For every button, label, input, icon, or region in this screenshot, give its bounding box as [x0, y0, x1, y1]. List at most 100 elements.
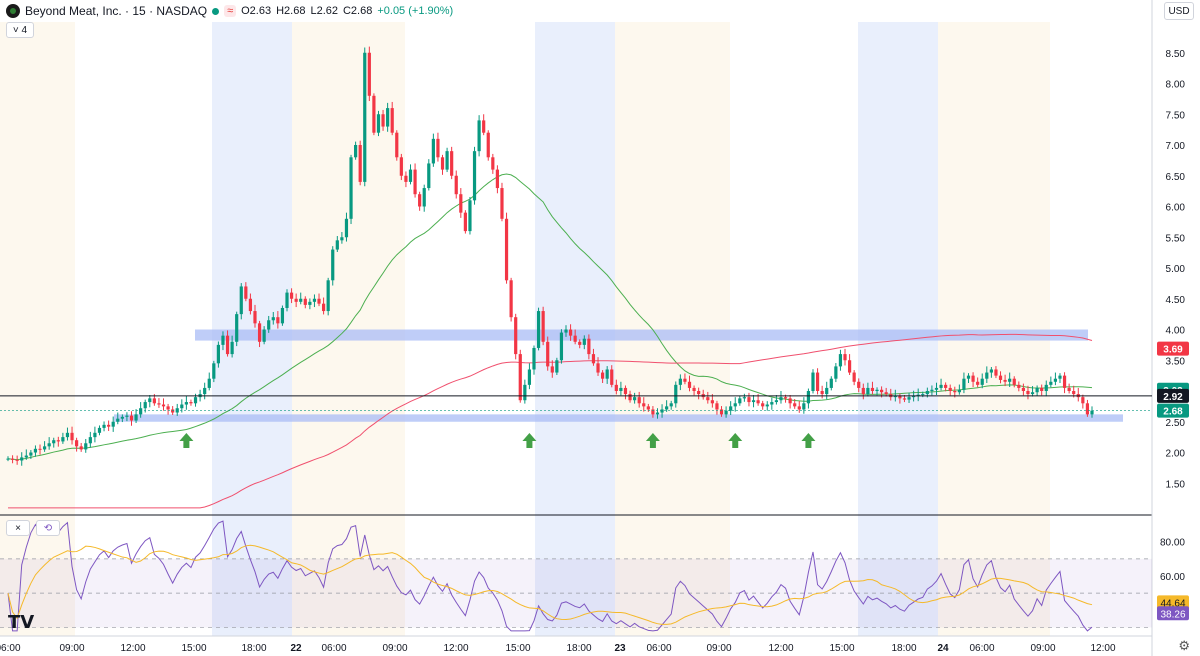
candle — [24, 449, 28, 460]
time-tick-label: 09:00 — [59, 643, 84, 654]
candle-body — [610, 369, 614, 385]
candle — [107, 420, 111, 431]
candle — [514, 313, 518, 360]
candle — [244, 282, 248, 302]
candle — [354, 141, 358, 160]
candle-body — [852, 372, 856, 382]
price-tick-label: 5.50 — [1166, 233, 1186, 244]
candle-body — [52, 440, 56, 444]
rsi-tick-label: 80.00 — [1160, 538, 1185, 549]
candle — [372, 93, 376, 136]
candle — [861, 383, 865, 400]
candle-body — [152, 398, 156, 404]
indicator-badge[interactable]: ≈ — [224, 5, 237, 17]
price-tick-label: 8.00 — [1166, 80, 1186, 91]
ma-long-label: 3.69 — [1163, 345, 1183, 356]
candle — [42, 441, 47, 452]
candle — [1085, 399, 1090, 417]
session-backgrounds — [0, 22, 1050, 636]
candle — [239, 283, 243, 320]
candle-body — [88, 437, 92, 444]
symbol-title[interactable]: Beyond Meat, Inc. · 15 · NASDAQ — [25, 4, 208, 18]
candle — [600, 370, 605, 384]
candle-body — [65, 432, 70, 438]
candle-body — [866, 387, 870, 395]
candle-body — [212, 363, 216, 379]
candle-body — [271, 317, 275, 321]
candle-body — [413, 169, 417, 195]
candle — [610, 365, 614, 388]
gear-icon[interactable]: ⚙ — [1178, 638, 1190, 653]
candle — [1040, 384, 1044, 396]
candle — [669, 400, 673, 410]
candle-body — [912, 395, 916, 398]
candle-body — [600, 372, 605, 379]
candle-body — [312, 298, 317, 302]
candle — [221, 331, 225, 351]
candle-body — [692, 387, 696, 391]
candle-body — [134, 414, 138, 421]
candle-body — [555, 360, 559, 373]
time-tick-label: 15:00 — [181, 643, 206, 654]
candle-body — [111, 421, 115, 427]
candle-body — [10, 458, 15, 460]
candle-body — [84, 443, 88, 450]
candle-body — [843, 354, 847, 361]
candle — [532, 345, 536, 375]
candle — [431, 133, 435, 167]
candle-body — [582, 338, 586, 345]
candle — [811, 369, 815, 394]
candle-body — [431, 138, 435, 164]
session-band-3 — [535, 22, 615, 636]
candle-body — [793, 403, 797, 407]
candle — [271, 311, 275, 325]
price-axis[interactable]: 8.50 8.00 7.50 7.00 6.50 6.00 5.50 5.00 4.50 4.00… — [1157, 49, 1189, 491]
candle — [916, 388, 920, 402]
candle-body — [303, 298, 307, 305]
candle-body — [157, 403, 161, 405]
time-tick-label: 06:00 — [321, 643, 346, 654]
candle-body — [1026, 391, 1030, 395]
candle-body — [870, 387, 875, 391]
candle-body — [79, 446, 83, 450]
price-tick-label: 2.50 — [1166, 418, 1186, 429]
company-logo-icon — [6, 4, 20, 18]
candle-body — [326, 280, 330, 312]
candle — [719, 406, 724, 417]
candle — [15, 455, 19, 465]
candle-body — [331, 249, 335, 281]
candle — [546, 336, 550, 371]
last-price-label: 2.68 — [1163, 407, 1183, 418]
candle-body — [120, 416, 124, 419]
rsi-refresh-button[interactable]: ⟲ — [36, 520, 60, 536]
candle — [303, 296, 307, 309]
indicators-toggle[interactable]: ˅ 4 — [6, 22, 34, 38]
candle-body — [509, 280, 513, 318]
candle — [678, 374, 682, 391]
candle — [660, 404, 664, 418]
candle — [29, 450, 33, 459]
candle — [445, 147, 449, 173]
currency-selector[interactable]: USD — [1164, 2, 1194, 20]
candle-body — [42, 446, 47, 450]
candle — [294, 293, 298, 308]
candle-body — [1049, 381, 1053, 385]
time-axis[interactable]: 06:00 09:00 12:00 15:00 18:00 22 06:00 09:00 12:… — [0, 643, 1116, 654]
time-tick-label: 06:00 — [646, 643, 671, 654]
candle — [459, 188, 463, 218]
price-tick-label: 4.00 — [1166, 326, 1186, 337]
candle-body — [354, 145, 358, 158]
up-arrow-icon — [645, 433, 660, 448]
candle-body — [376, 114, 381, 133]
candle-body — [189, 402, 193, 404]
candle — [331, 246, 335, 286]
time-tick-label: 24 — [937, 643, 949, 654]
rsi-line — [7, 520, 1093, 632]
candle-body — [495, 169, 500, 189]
support-zone — [114, 414, 1123, 422]
candle-body — [930, 389, 934, 391]
candle — [779, 391, 783, 404]
rsi-close-button[interactable]: × — [6, 520, 30, 536]
candle — [523, 379, 527, 404]
